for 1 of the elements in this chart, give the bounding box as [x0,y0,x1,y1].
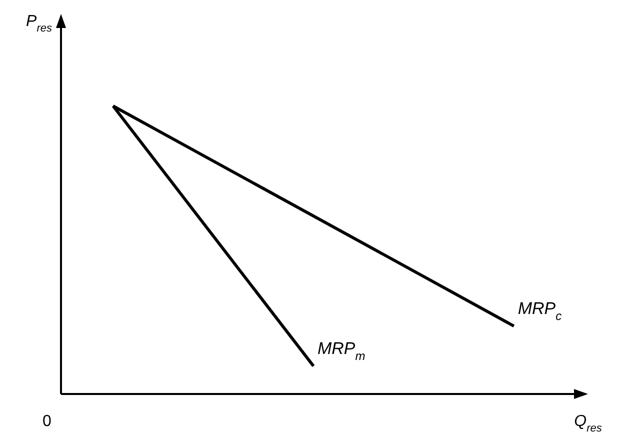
text: 0 [42,413,52,430]
